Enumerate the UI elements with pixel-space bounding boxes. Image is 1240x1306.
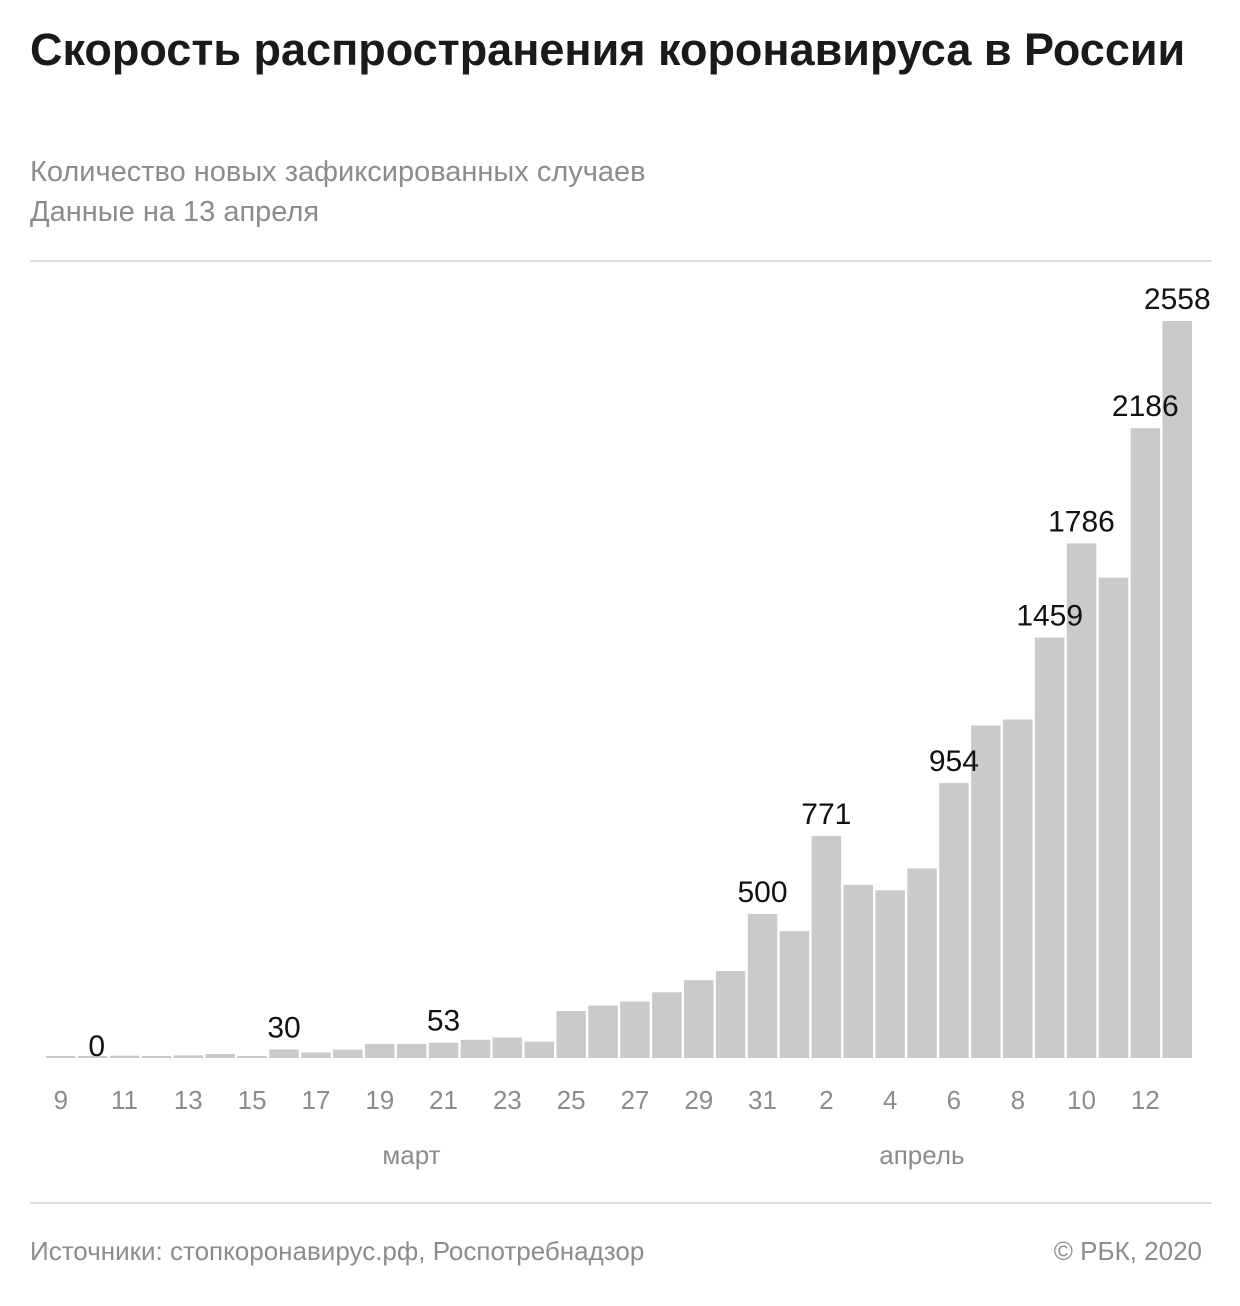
chart-title: Скорость распространения коронавируса в … xyxy=(30,24,1186,75)
x-tick-label: 10 xyxy=(1067,1085,1096,1115)
bar xyxy=(492,1037,523,1058)
x-tick-label: 17 xyxy=(301,1085,330,1115)
month-labels-group: март апрель xyxy=(382,1140,964,1170)
x-tick-label: 21 xyxy=(429,1085,458,1115)
bar xyxy=(301,1052,331,1058)
tick-labels-group: 9 11 13 15 17 19 21 23 25 27 29 31 2 4 6 8 10 12 xyxy=(54,1085,1160,1115)
bar xyxy=(652,992,682,1058)
data-label: 30 xyxy=(267,1011,300,1044)
bars-group xyxy=(46,321,1192,1058)
data-label: 500 xyxy=(737,876,787,909)
x-tick-label: 9 xyxy=(54,1085,68,1115)
bar xyxy=(907,868,937,1058)
bar xyxy=(141,1056,172,1058)
copyright: © РБК, 2020 xyxy=(1053,1236,1202,1266)
chart-subtitle: Количество новых зафиксированных случаев… xyxy=(30,152,646,232)
x-tick-label: 29 xyxy=(684,1085,713,1115)
bar xyxy=(365,1043,395,1058)
data-label: 954 xyxy=(929,745,979,778)
top-divider xyxy=(30,260,1212,262)
bar xyxy=(843,884,873,1058)
bottom-divider xyxy=(30,1202,1212,1204)
bar xyxy=(237,1056,267,1058)
x-tick-label: 31 xyxy=(748,1085,777,1115)
bar xyxy=(396,1043,427,1058)
x-tick-label: 11 xyxy=(111,1085,138,1115)
x-tick-label: 6 xyxy=(947,1085,961,1115)
data-label: 1786 xyxy=(1048,505,1115,538)
bar xyxy=(46,1056,76,1058)
bar xyxy=(556,1011,586,1058)
source-note: Источники: стопкоронавирус.рф, Роспотреб… xyxy=(30,1236,645,1266)
x-tick-label: 25 xyxy=(557,1085,586,1115)
x-tick-label: 13 xyxy=(174,1085,203,1115)
bar xyxy=(77,1056,108,1058)
data-label: 771 xyxy=(801,798,851,831)
subtitle-date: Данные на 13 апреля xyxy=(30,196,320,228)
data-label: 0 xyxy=(88,1030,105,1063)
bar xyxy=(779,931,810,1058)
data-label: 2558 xyxy=(1144,283,1211,316)
data-label: 2186 xyxy=(1112,390,1179,423)
x-tick-label: 12 xyxy=(1131,1085,1160,1115)
bar xyxy=(205,1054,235,1058)
bar xyxy=(939,783,969,1058)
bar xyxy=(524,1041,554,1058)
bar xyxy=(333,1049,363,1058)
bar xyxy=(684,980,714,1058)
bar xyxy=(811,835,842,1058)
x-tick-label: 8 xyxy=(1011,1085,1025,1115)
bar xyxy=(1162,321,1192,1058)
bar xyxy=(1003,719,1033,1058)
month-label: март xyxy=(382,1140,440,1170)
bar xyxy=(173,1055,204,1058)
bar xyxy=(747,913,778,1058)
bar xyxy=(1130,428,1161,1058)
x-tick-label: 2 xyxy=(819,1085,833,1115)
data-label: 1459 xyxy=(1016,600,1083,633)
bar xyxy=(875,890,905,1058)
x-tick-label: 19 xyxy=(365,1085,394,1115)
data-label: 53 xyxy=(427,1005,460,1038)
x-tick-label: 15 xyxy=(238,1085,267,1115)
bar xyxy=(428,1042,459,1058)
x-tick-label: 4 xyxy=(883,1085,897,1115)
bar xyxy=(620,1001,650,1058)
bar xyxy=(971,725,1001,1058)
bar xyxy=(269,1049,299,1058)
x-tick-label: 27 xyxy=(620,1085,649,1115)
bar xyxy=(1098,577,1129,1058)
bar xyxy=(460,1039,491,1058)
subtitle-description: Количество новых зафиксированных случаев xyxy=(30,156,646,188)
month-label: апрель xyxy=(879,1140,964,1170)
value-labels-group: 0 30 53 500 771 954 1459 1786 2186 2558 xyxy=(88,283,1210,1063)
bar xyxy=(1034,637,1065,1058)
bar xyxy=(109,1055,140,1058)
bar xyxy=(588,1005,618,1058)
x-tick-label: 23 xyxy=(493,1085,522,1115)
bar xyxy=(1066,543,1097,1058)
bar xyxy=(715,971,746,1058)
